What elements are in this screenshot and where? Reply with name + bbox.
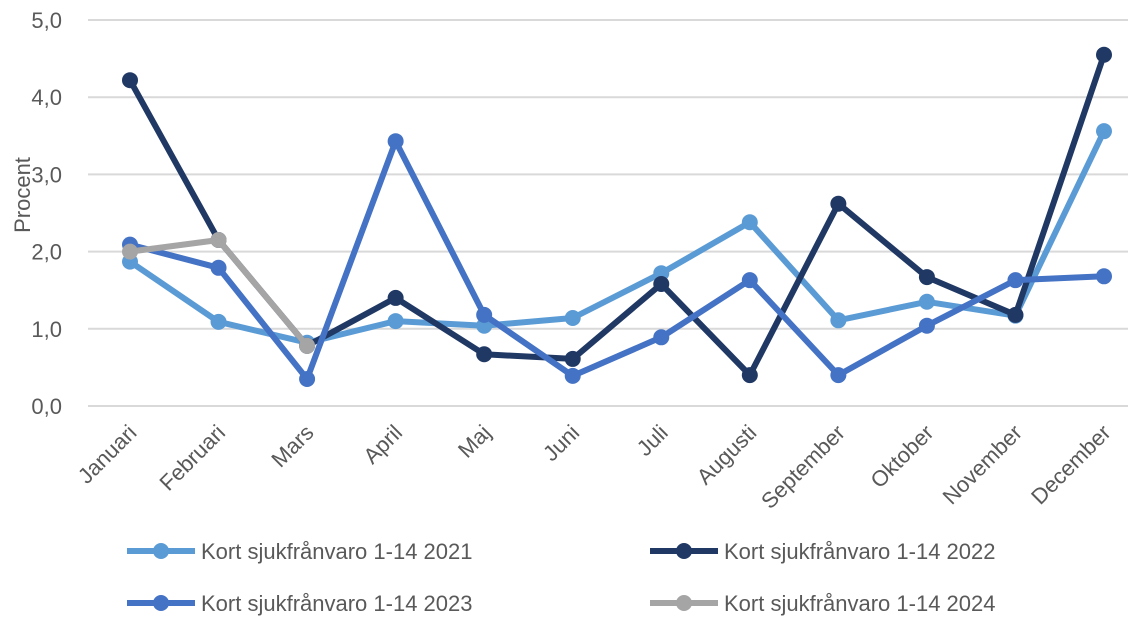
x-tick-label: Mars <box>266 420 318 472</box>
data-point <box>918 293 935 310</box>
legend-label: Kort sjukfrånvaro 1-14 2022 <box>724 539 996 564</box>
data-point <box>653 276 670 293</box>
series-line <box>127 53 1107 379</box>
data-point <box>830 367 847 384</box>
y-tick-label: 0,0 <box>31 394 62 419</box>
x-tick-label: Januari <box>73 420 142 489</box>
data-point <box>387 289 404 306</box>
data-point <box>299 370 316 387</box>
x-tick-label: September <box>756 420 850 514</box>
series-line <box>128 129 1107 346</box>
data-point <box>210 259 227 276</box>
data-point <box>564 367 581 384</box>
x-tick-label: Oktober <box>865 420 938 493</box>
data-point <box>122 72 138 89</box>
data-point <box>1096 123 1112 140</box>
data-point <box>210 313 227 330</box>
legend-marker <box>153 595 169 611</box>
data-point <box>918 269 935 286</box>
data-point <box>1007 306 1024 323</box>
x-tick-label: Februari <box>154 420 230 496</box>
y-axis-label: Procent <box>10 157 35 233</box>
data-point <box>476 346 493 363</box>
data-point <box>387 133 404 150</box>
data-point <box>653 329 670 346</box>
y-tick-label: 3,0 <box>31 162 62 187</box>
x-tick-label: Juli <box>632 420 673 461</box>
y-tick-label: 4,0 <box>31 85 62 110</box>
data-point <box>564 309 581 326</box>
data-point <box>1096 268 1112 285</box>
legend-marker <box>153 543 169 559</box>
data-point <box>741 367 758 384</box>
x-tick-label: Maj <box>453 420 496 463</box>
data-point <box>1007 272 1024 289</box>
data-point <box>387 313 404 330</box>
x-tick-label: Augusti <box>692 420 762 490</box>
series-line <box>129 237 310 348</box>
data-point <box>830 312 847 329</box>
x-tick-label: April <box>358 420 407 469</box>
data-point <box>830 195 847 212</box>
series-line <box>129 138 1105 382</box>
x-tick-label: Juni <box>538 420 584 466</box>
data-point <box>210 232 227 249</box>
x-tick-label: November <box>938 420 1027 509</box>
data-point <box>741 214 758 231</box>
legend-label: Kort sjukfrånvaro 1-14 2023 <box>201 591 473 616</box>
legend-marker <box>676 543 692 559</box>
legend-marker <box>676 595 692 611</box>
y-tick-label: 1,0 <box>31 317 62 342</box>
data-point <box>1096 46 1112 63</box>
data-point <box>122 243 138 260</box>
data-point <box>299 337 316 354</box>
y-tick-label: 2,0 <box>31 240 62 265</box>
data-point <box>918 317 935 334</box>
data-point <box>564 350 581 367</box>
y-tick-label: 5,0 <box>31 8 62 33</box>
data-point <box>741 272 758 289</box>
data-point <box>476 306 493 323</box>
legend-label: Kort sjukfrånvaro 1-14 2024 <box>724 591 996 616</box>
legend-label: Kort sjukfrånvaro 1-14 2021 <box>201 539 473 564</box>
x-tick-label: December <box>1026 420 1115 509</box>
